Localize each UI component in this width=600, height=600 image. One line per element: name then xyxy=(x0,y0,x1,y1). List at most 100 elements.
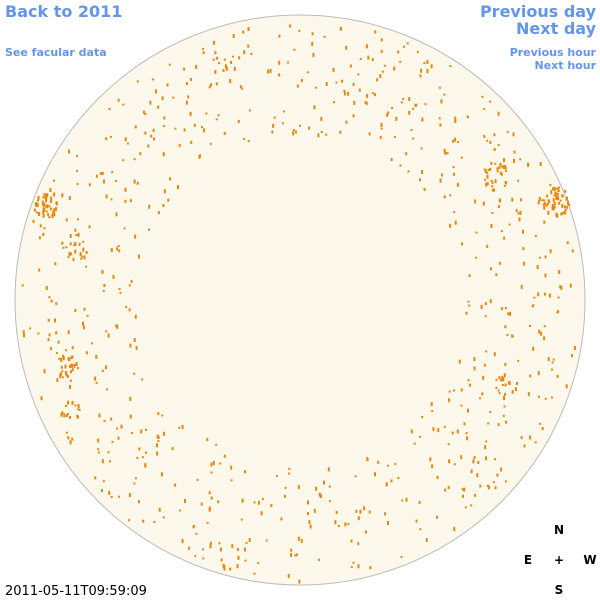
facula xyxy=(447,486,450,490)
facula xyxy=(537,200,540,205)
facula xyxy=(400,101,403,104)
facula xyxy=(573,345,576,350)
facula xyxy=(91,342,93,345)
facula xyxy=(46,204,49,209)
facula xyxy=(533,296,536,299)
facula xyxy=(223,131,226,135)
facula xyxy=(552,358,555,361)
facula xyxy=(248,538,251,543)
facula xyxy=(339,130,342,134)
facula xyxy=(358,88,361,92)
facula xyxy=(105,137,108,141)
facula xyxy=(423,187,426,191)
facula xyxy=(543,220,546,224)
next-hour-link[interactable]: Next hour xyxy=(535,59,597,72)
facula xyxy=(557,187,560,192)
facula xyxy=(95,354,98,359)
facula xyxy=(210,471,213,474)
facula xyxy=(292,129,295,132)
facula xyxy=(133,338,136,342)
facula xyxy=(494,486,497,490)
facula xyxy=(307,500,309,505)
facula xyxy=(484,445,487,450)
facula xyxy=(116,247,118,251)
facula xyxy=(122,159,125,162)
facula xyxy=(554,191,557,196)
facula xyxy=(253,501,256,504)
facula xyxy=(453,172,455,176)
facula xyxy=(569,283,572,288)
facula xyxy=(195,532,198,535)
facula xyxy=(543,205,546,210)
prev-hour-link[interactable]: Previous hour xyxy=(510,46,597,59)
facula xyxy=(463,487,466,492)
facula xyxy=(22,330,25,334)
facula xyxy=(410,129,413,131)
facula xyxy=(453,463,456,466)
facula xyxy=(557,310,560,314)
facula xyxy=(148,204,151,209)
facula xyxy=(520,198,523,202)
facula xyxy=(48,296,51,299)
facula xyxy=(568,203,571,206)
facula xyxy=(453,527,456,531)
facula xyxy=(399,164,402,167)
facula xyxy=(563,205,566,209)
facula xyxy=(357,516,360,521)
facula xyxy=(185,82,188,85)
next-day-link[interactable]: Next day xyxy=(516,19,597,38)
facula xyxy=(491,188,494,192)
facula xyxy=(111,171,114,174)
facula xyxy=(489,100,492,103)
facular-link[interactable]: See facular data xyxy=(5,46,107,59)
facula xyxy=(97,451,100,454)
facula xyxy=(345,45,348,50)
facula xyxy=(64,364,67,369)
facula xyxy=(401,499,404,502)
facula xyxy=(366,93,369,98)
facula xyxy=(448,390,451,393)
facula xyxy=(236,564,239,569)
facula xyxy=(230,479,233,482)
facula xyxy=(364,530,367,534)
facula xyxy=(335,81,338,84)
facula xyxy=(35,205,38,208)
facula xyxy=(70,370,72,374)
facula xyxy=(497,205,500,209)
facula xyxy=(135,345,138,350)
facula xyxy=(210,462,213,467)
facula xyxy=(468,274,471,278)
facula xyxy=(557,190,560,192)
facula xyxy=(443,195,446,199)
facula xyxy=(50,196,53,201)
facula xyxy=(517,179,520,182)
facula xyxy=(337,525,340,527)
facula xyxy=(557,196,560,201)
facula xyxy=(238,56,241,60)
facula xyxy=(466,436,469,441)
facula xyxy=(118,288,121,290)
facula xyxy=(189,78,192,81)
facula xyxy=(60,357,63,362)
facula xyxy=(239,85,242,89)
facula xyxy=(486,484,489,487)
prev-day-link[interactable]: Previous day xyxy=(480,2,597,21)
facula xyxy=(460,156,463,159)
facula xyxy=(76,367,79,369)
facula xyxy=(265,539,268,542)
facula xyxy=(77,218,79,221)
facula xyxy=(183,128,186,132)
facula xyxy=(144,131,147,135)
facula xyxy=(387,464,390,467)
facula xyxy=(419,74,422,78)
facula xyxy=(158,507,161,512)
facula xyxy=(270,504,273,507)
facula xyxy=(168,63,171,66)
facula xyxy=(481,392,484,396)
facula xyxy=(564,210,567,215)
back-link[interactable]: Back to 2011 xyxy=(5,2,122,21)
facula xyxy=(136,457,139,460)
facula xyxy=(560,212,563,216)
facula xyxy=(416,51,419,54)
facula xyxy=(94,476,97,480)
